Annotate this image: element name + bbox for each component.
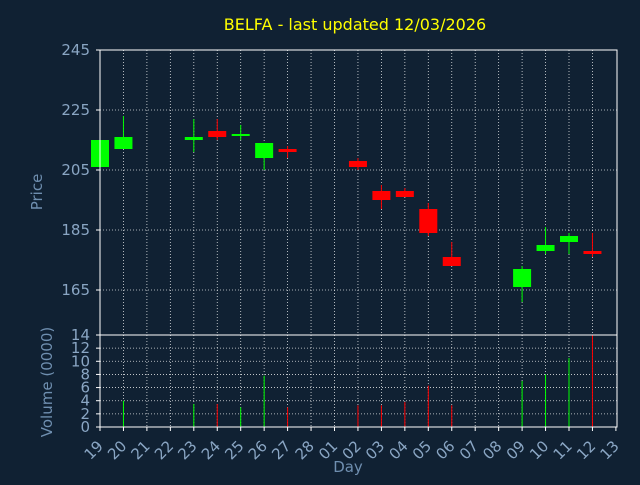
candle-body — [255, 143, 274, 158]
candle-body — [231, 134, 250, 136]
x-axis-label: Day — [333, 458, 363, 476]
candle-body — [208, 131, 227, 137]
volume-tick-label: 12 — [71, 339, 90, 357]
candle-body — [372, 191, 391, 200]
price-tick-label: 165 — [61, 281, 90, 299]
candle-body — [419, 209, 438, 233]
candle-body — [583, 251, 602, 254]
volume-tick-label: 14 — [71, 326, 90, 344]
x-tick-label: 23 — [174, 437, 200, 463]
price-panel-frame — [99, 49, 618, 336]
x-tick-label: 08 — [479, 437, 505, 463]
price-tick-label: 185 — [61, 221, 90, 239]
x-tick-label: 04 — [385, 437, 411, 463]
axes-layer: 2452252051851651412108642019202122232425… — [61, 41, 622, 463]
candle-body — [184, 137, 203, 140]
volume-tick-label: 8 — [80, 365, 90, 383]
price-tick-label: 245 — [61, 41, 90, 59]
x-tick-label: 10 — [526, 437, 552, 463]
x-tick-label: 21 — [127, 437, 153, 463]
x-tick-label: 06 — [432, 437, 458, 463]
price-tick-label: 225 — [61, 101, 90, 119]
x-tick-label: 28 — [292, 437, 318, 463]
volume-tick-label: 2 — [80, 405, 90, 423]
candle-body — [513, 269, 532, 287]
chart-title: BELFA - last updated 12/03/2026 — [224, 15, 486, 34]
x-tick-label: 11 — [550, 437, 576, 463]
x-tick-label: 20 — [104, 437, 130, 463]
candle-body — [560, 236, 578, 242]
candle-body — [114, 137, 133, 149]
labels-layer: Price Volume (0000) Day — [28, 174, 363, 476]
volume-layer — [122, 335, 593, 427]
x-tick-label: 26 — [245, 437, 271, 463]
price-tick-label: 205 — [61, 161, 90, 179]
candles-layer — [91, 116, 602, 302]
price-axis-label: Price — [28, 174, 46, 211]
x-tick-label: 05 — [409, 437, 435, 463]
x-tick-label: 07 — [456, 437, 482, 463]
volume-panel-frame — [99, 334, 618, 428]
candle-body — [395, 191, 414, 197]
x-tick-label: 13 — [596, 437, 622, 463]
x-tick-label: 27 — [268, 437, 294, 463]
candle-body — [348, 161, 367, 167]
x-tick-label: 19 — [81, 437, 107, 463]
volume-tick-label: 4 — [80, 392, 90, 410]
x-tick-label: 12 — [573, 437, 599, 463]
x-tick-label: 09 — [503, 437, 529, 463]
grid-layer — [100, 49, 617, 427]
x-tick-label: 03 — [362, 437, 388, 463]
candle-body — [536, 245, 555, 251]
candle-body — [278, 149, 297, 152]
volume-axis-label: Volume (0000) — [38, 327, 56, 437]
candle-body — [442, 257, 461, 266]
x-tick-label: 22 — [151, 437, 177, 463]
volume-tick-label: 0 — [80, 418, 90, 436]
x-tick-label: 24 — [198, 437, 224, 463]
volume-tick-label: 10 — [71, 352, 90, 370]
volume-tick-label: 6 — [80, 379, 90, 397]
x-tick-label: 25 — [221, 437, 247, 463]
